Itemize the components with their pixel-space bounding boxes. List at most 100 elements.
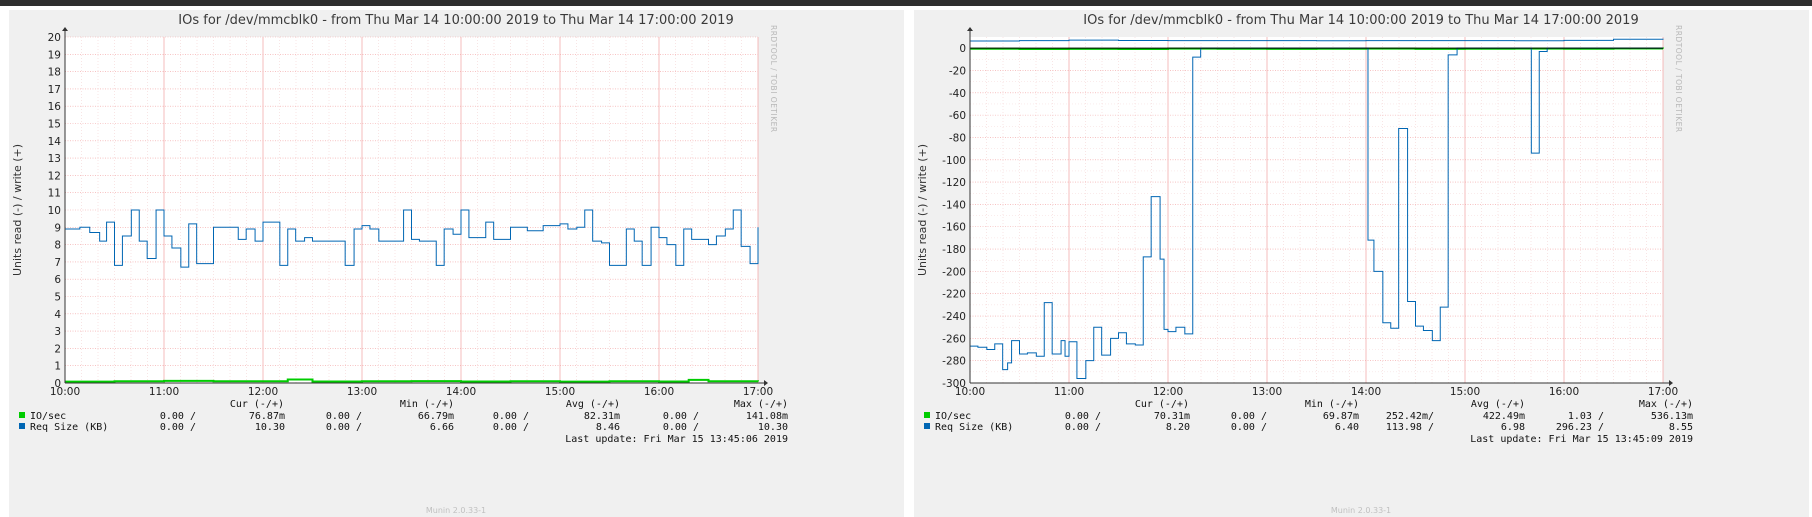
io-graph-left: IOs for /dev/mmcblk0 - from Thu Mar 14 1…: [11, 13, 788, 515]
x-tick-label: 10:00: [955, 386, 985, 398]
x-tick-label: 16:00: [644, 386, 674, 398]
y-tick-label: 9: [54, 222, 61, 234]
y-tick-label: 7: [54, 257, 61, 269]
y-tick-label: -120: [942, 177, 966, 189]
legend-header-min: Min (-/+): [1305, 399, 1359, 410]
y-axis-label: Units read (-) / write (+): [916, 144, 929, 276]
x-axis-arrow: [1669, 380, 1673, 386]
legend-header-cur: Cur (-/+): [230, 399, 284, 410]
legend-max-write: 8.55: [1669, 422, 1693, 433]
y-tick-label: 10: [48, 205, 61, 217]
legend-max-read: 1.03 /: [1568, 411, 1604, 422]
y-tick-label: 18: [48, 67, 61, 79]
x-tick-label: 13:00: [1252, 386, 1282, 398]
legend-header-cur: Cur (-/+): [1135, 399, 1189, 410]
legend-name: IO/sec: [30, 411, 66, 422]
legend-cur-write: 10.30: [255, 422, 285, 433]
legend-header-avg: Avg (-/+): [1471, 399, 1525, 410]
y-tick-label: 12: [48, 170, 61, 182]
legend-cur-write: 8.20: [1166, 422, 1190, 433]
legend-avg-write: 6.98: [1501, 422, 1525, 433]
y-tick-label: 0: [959, 43, 966, 55]
x-tick-label: 15:00: [1450, 386, 1480, 398]
rrdtool-watermark: RRDTOOL / TOBI OETIKER: [769, 25, 778, 133]
x-tick-label: 14:00: [1351, 386, 1381, 398]
legend-swatch: [924, 423, 930, 429]
y-tick-label: -60: [949, 110, 966, 122]
y-tick-label: 5: [54, 292, 61, 304]
y-tick-label: 6: [54, 274, 61, 286]
y-axis-label: Units read (-) / write (+): [11, 144, 24, 276]
y-tick-label: 3: [54, 326, 61, 338]
y-tick-label: 16: [48, 101, 62, 113]
legend-avg-read: 0.00 /: [493, 422, 529, 433]
legend-swatch: [19, 423, 25, 429]
legend-avg-read: 113.98 /: [1386, 422, 1434, 433]
y-tick-label: -260: [942, 333, 966, 345]
legend-swatch: [19, 412, 25, 418]
legend-min-write: 69.87m: [1323, 411, 1359, 422]
legend-max-write: 141.08m: [746, 411, 788, 422]
series-line-io-sec: [65, 378, 759, 383]
x-tick-label: 16:00: [1549, 386, 1579, 398]
legend-max-read: 0.00 /: [663, 411, 699, 422]
legend-header-max: Max (-/+): [1639, 399, 1693, 410]
y-tick-label: 0: [54, 378, 61, 390]
x-tick-label: 12:00: [1153, 386, 1183, 398]
x-tick-label: 15:00: [545, 386, 575, 398]
graph-panel-left: IOs for /dev/mmcblk0 - from Thu Mar 14 1…: [9, 10, 904, 517]
legend-min-read: 0.00 /: [326, 411, 362, 422]
y-tick-label: 14: [48, 136, 62, 148]
y-axis-arrow: [967, 27, 973, 31]
legend-name: Req Size (KB): [935, 422, 1013, 433]
x-tick-label: 17:00: [1648, 386, 1678, 398]
graph-panel-right: IOs for /dev/mmcblk0 - from Thu Mar 14 1…: [914, 10, 1809, 517]
legend-max-read: 296.23 /: [1556, 422, 1604, 433]
legend-header-max: Max (-/+): [734, 399, 788, 410]
y-tick-label: -300: [942, 378, 966, 390]
y-tick-label: 11: [48, 188, 61, 200]
legend-avg-write: 82.31m: [584, 411, 620, 422]
legend-max-read: 0.00 /: [663, 422, 699, 433]
y-tick-label: -220: [942, 289, 966, 301]
y-tick-label: 17: [48, 84, 61, 96]
last-update: Last update: Fri Mar 15 13:45:09 2019: [1470, 434, 1693, 445]
series-line-req-size-kb-write: [970, 38, 1664, 42]
y-tick-label: -180: [942, 244, 966, 256]
legend-cur-write: 76.87m: [249, 411, 285, 422]
legend-avg-read: 252.42m/: [1386, 411, 1434, 422]
legend-cur-read: 0.00 /: [1065, 411, 1101, 422]
legend-max-write: 536.13m: [1651, 411, 1693, 422]
legend-min-read: 0.00 /: [1231, 422, 1267, 433]
y-tick-label: 4: [54, 309, 61, 321]
legend-min-write: 6.40: [1335, 422, 1359, 433]
munin-version: Munin 2.0.33-1: [1331, 506, 1391, 515]
y-tick-label: -280: [942, 356, 966, 368]
legend-avg-read: 0.00 /: [493, 411, 529, 422]
chart-title: IOs for /dev/mmcblk0 - from Thu Mar 14 1…: [1083, 13, 1638, 28]
legend-min-write: 6.66: [430, 422, 454, 433]
legend-min-write: 66.79m: [418, 411, 454, 422]
window-top-bar: [0, 0, 1812, 6]
legend-avg-write: 8.46: [596, 422, 620, 433]
y-tick-label: 19: [48, 49, 61, 61]
legend-cur-read: 0.00 /: [160, 411, 196, 422]
y-tick-label: 15: [48, 119, 61, 131]
legend-cur-read: 0.00 /: [160, 422, 196, 433]
legend-avg-write: 422.49m: [1483, 411, 1525, 422]
y-tick-label: 13: [48, 153, 61, 165]
legend-name: Req Size (KB): [30, 422, 108, 433]
chart-title: IOs for /dev/mmcblk0 - from Thu Mar 14 1…: [178, 13, 733, 28]
y-tick-label: 20: [48, 32, 61, 44]
legend-max-write: 10.30: [758, 422, 788, 433]
y-tick-label: 2: [54, 343, 61, 355]
x-tick-label: 12:00: [248, 386, 278, 398]
legend-min-read: 0.00 /: [326, 422, 362, 433]
x-tick-label: 17:00: [743, 386, 773, 398]
x-tick-label: 11:00: [1054, 386, 1084, 398]
y-tick-label: -200: [942, 266, 966, 278]
y-tick-label: -80: [949, 132, 966, 144]
legend-cur-read: 0.00 /: [1065, 422, 1101, 433]
y-tick-label: -40: [949, 88, 966, 100]
y-tick-label: -100: [942, 155, 966, 167]
